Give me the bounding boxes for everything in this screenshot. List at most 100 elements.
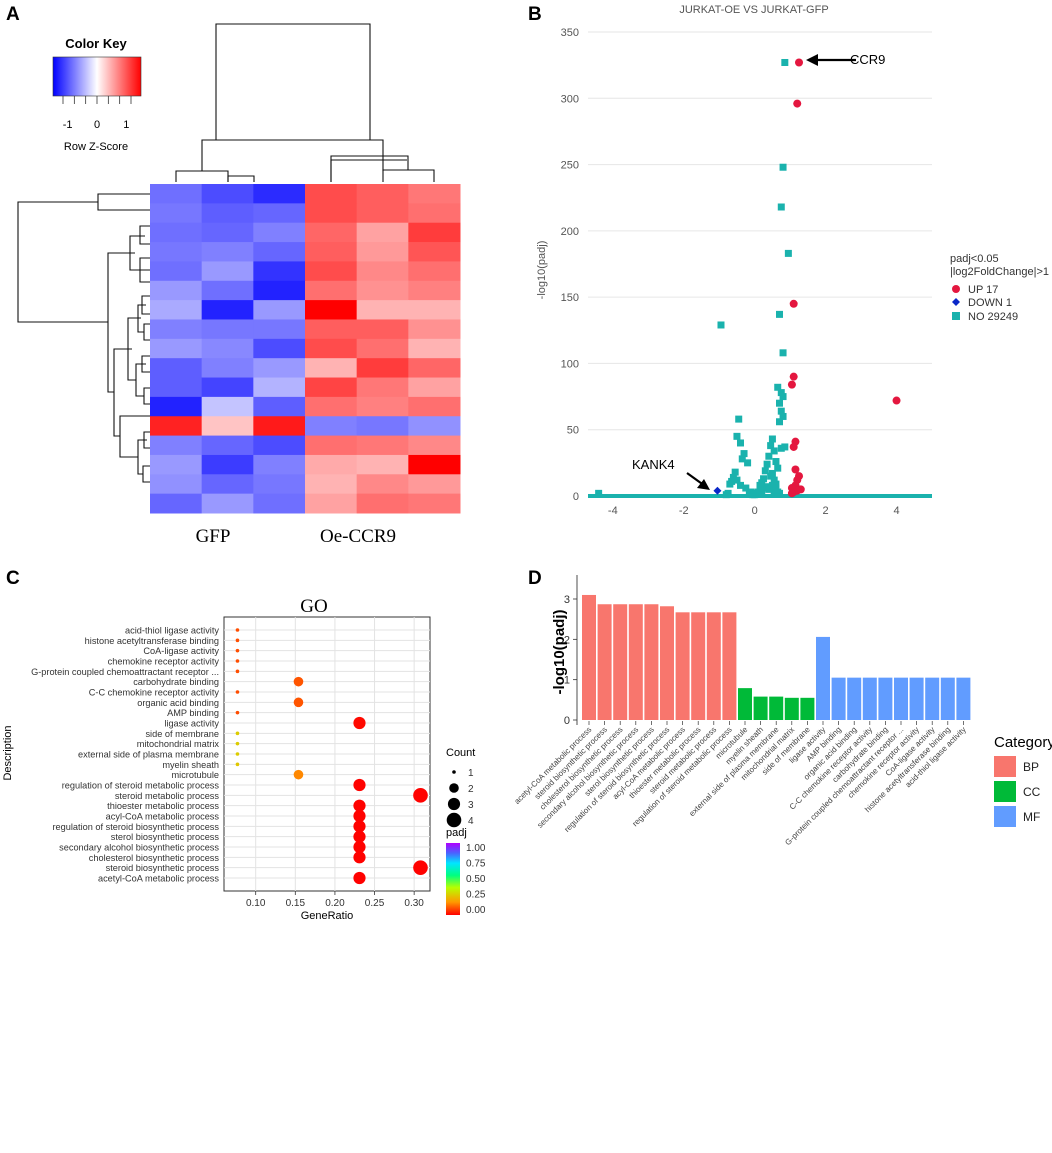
count-legend-dot [446, 812, 462, 828]
volcano-point-up [789, 299, 798, 308]
category-legend-label: CC [1023, 785, 1041, 799]
heatmap-cell [150, 222, 203, 243]
heatmap-cell [356, 261, 409, 282]
count-legend-title: Count [446, 747, 475, 759]
volcano-point-no [765, 452, 773, 460]
bar [644, 604, 659, 720]
legend-up-marker [952, 285, 960, 293]
ccr9-annotation: CCR9 [806, 52, 885, 67]
heatmap-cell [201, 222, 254, 243]
heatmap-cell [201, 416, 254, 437]
heatmap-cell [356, 435, 409, 456]
bar-ylabel: -log10(padj) [551, 609, 568, 694]
volcano-point-no [756, 481, 764, 489]
volcano-point-no [772, 480, 780, 488]
heatmap-cell [408, 261, 461, 282]
heatmap-cell [356, 377, 409, 398]
bar [800, 697, 815, 720]
go-xtick-label: 0.30 [404, 898, 424, 909]
volcano-ytick-label: 0 [573, 491, 579, 503]
count-legend: Count 1 2 3 4 [446, 747, 475, 828]
heatmap-cell [150, 377, 203, 398]
count-legend-dot [449, 783, 459, 793]
heatmap-cell [253, 435, 306, 456]
volcano-point-no [772, 458, 780, 466]
legend-title-line1: padj<0.05 [950, 253, 999, 265]
heatmap-cell [408, 493, 461, 514]
volcano-point-no [742, 484, 750, 492]
heatmap-cell [408, 377, 461, 398]
panel-b-label: B [528, 4, 542, 25]
volcano-ytick-label: 350 [561, 27, 579, 39]
volcano-point-no [736, 439, 744, 447]
heatmap-cell [305, 416, 358, 437]
go-category-label: sterol biosynthetic process [111, 832, 220, 842]
volcano-xtick-label: 2 [823, 505, 829, 517]
heatmap-cell [408, 319, 461, 340]
go-point [235, 648, 240, 653]
heatmap-cell [201, 242, 254, 262]
volcano-baseline-band [588, 494, 932, 498]
heatmap-cell [305, 358, 358, 379]
go-category-label: regulation of steroid metabolic process [62, 781, 220, 791]
bar [753, 696, 768, 720]
go-point [353, 778, 366, 792]
color-key-label: Row Z-Score [64, 141, 128, 153]
go-xtick-label: 0.20 [325, 898, 345, 909]
volcano-point-down [713, 486, 722, 495]
panel-c-label: C [6, 568, 20, 589]
heatmap-cell [408, 222, 461, 243]
volcano-point-no [749, 491, 757, 499]
heatmap-cell [150, 435, 203, 456]
volcano-point-no [744, 459, 752, 467]
heatmap-cell [253, 396, 306, 417]
volcano-point-no [779, 412, 787, 420]
heatmap-cell [356, 474, 409, 495]
heatmap-cell [201, 300, 254, 320]
go-ylabel: Description [2, 725, 14, 780]
column-group-gfp: GFP [196, 526, 231, 547]
heatmap-cell [150, 261, 203, 282]
volcano-point-no [731, 468, 739, 476]
go-xtick-label: 0.25 [365, 898, 385, 909]
heatmap-cell [201, 358, 254, 379]
bar-ytick-label: 0 [564, 715, 570, 727]
go-grid: 0.10 0.15 0.20 0.25 0.30 [224, 617, 430, 909]
heatmap-cell [356, 493, 409, 514]
bar-ytick-label: 3 [564, 594, 570, 606]
go-category-label: histone acetyltransferase binding [85, 636, 219, 646]
category-legend-title: Category [994, 734, 1052, 751]
volcano-point-no [781, 58, 789, 66]
go-point [235, 741, 240, 746]
volcano-point-no [745, 489, 753, 497]
bar [597, 604, 612, 720]
heatmap-cell [356, 338, 409, 359]
bar [691, 612, 706, 720]
category-legend-swatch [994, 806, 1016, 827]
heatmap-cell [408, 338, 461, 359]
bar [784, 697, 799, 720]
heatmap-cell [253, 377, 306, 398]
volcano-point-no [758, 487, 766, 495]
kank4-label: KANK4 [632, 457, 675, 472]
go-point [353, 716, 366, 730]
heatmap-cell [150, 203, 203, 224]
count-legend-dot [447, 797, 461, 811]
volcano-point-no [767, 442, 775, 450]
volcano-point-no [779, 393, 787, 401]
heatmap-cell [305, 377, 358, 398]
heatmap-cell [201, 454, 254, 475]
padj-legend-label: 0.75 [466, 859, 486, 870]
heatmap-cell [305, 280, 358, 301]
heatmap-cell [150, 454, 203, 475]
heatmap-grid [150, 184, 461, 514]
volcano-xtick-label: -2 [679, 505, 689, 517]
heatmap-cell [201, 184, 254, 204]
heatmap-cell [150, 300, 203, 320]
heatmap-cell [305, 184, 358, 204]
go-xtick-label: 0.10 [246, 898, 266, 909]
category-legend: Category BP CC MF [994, 734, 1052, 827]
bar [940, 677, 955, 720]
padj-legend: padj 1.00 0.75 0.50 0.25 0.00 [446, 827, 486, 916]
go-category-label: steroid biosynthetic process [106, 863, 220, 873]
